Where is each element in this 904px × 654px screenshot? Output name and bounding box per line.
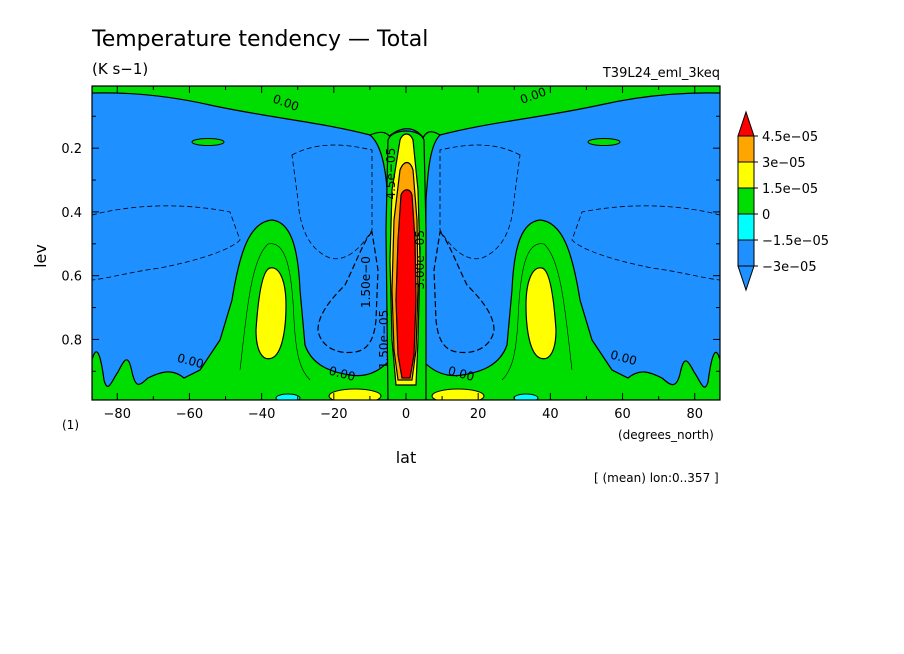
contour-label: 0.00 (176, 351, 205, 371)
subtropical-minimum-south (317, 230, 379, 354)
colorbar-label: −3e−05 (762, 260, 817, 275)
equatorial-maximum (395, 189, 417, 379)
footnote: [ (mean) lon:0..357 ] (594, 471, 719, 485)
x-tick-label: 40 (542, 407, 559, 422)
contour-label: 3.00e−05 (413, 230, 427, 289)
x-tick-label: −20 (320, 407, 347, 422)
x-axis-units: (degrees_north) (618, 428, 714, 442)
top-band-region (92, 86, 720, 141)
y-tick-label: 0.4 (61, 206, 82, 221)
contour-label: 4.5e−05 (384, 148, 398, 200)
y-tick-label: 0.2 (61, 142, 82, 157)
colorbar: 4.5e−05 3e−05 1.5e−05 0 −1.5e−05 −3e−05 (737, 110, 829, 292)
colorbar-box (737, 135, 755, 163)
colorbar-box (737, 213, 755, 241)
x-tick-label: 80 (686, 407, 703, 422)
colorbar-box (737, 187, 755, 215)
colorbar-box (737, 239, 755, 267)
x-axis: −80 −60 −40 −20 0 20 40 60 80 (104, 86, 703, 422)
colorbar-label: 4.5e−05 (762, 130, 818, 145)
dashed-contour-north (571, 205, 720, 281)
contour-field (92, 86, 720, 400)
x-tick-label: 60 (614, 407, 631, 422)
colorbar-label: 0 (762, 208, 770, 223)
dashed-contour-south (92, 205, 241, 281)
contour-label: 0.00 (446, 364, 475, 384)
colorbar-label: 3e−05 (762, 156, 806, 171)
midlat-yellow-north (525, 267, 557, 360)
chart-title: Temperature tendency — Total (91, 27, 428, 52)
contour-label: 0.00 (327, 364, 356, 384)
surface-blue-north (513, 393, 539, 400)
surface-yellow-south (328, 388, 382, 400)
thin-contour-north (501, 243, 573, 381)
x-tick-label: 0 (402, 407, 410, 422)
midlat-yellow-south (255, 267, 287, 360)
contour-labels: 0.00 0.00 0.00 0.00 1.50e−0 3.00e−05 4.5e−05 1.… (176, 148, 639, 384)
y-axis-units: (1) (62, 418, 79, 432)
contour-label: 1.50e−05 (377, 310, 391, 369)
colorbar-label: 1.5e−05 (762, 182, 818, 197)
colorbar-box (737, 161, 755, 189)
x-axis-title: lat (396, 448, 417, 467)
colorbar-top-triangle (737, 110, 755, 137)
y-axis-title: lev (31, 244, 50, 268)
thin-contour-south (239, 243, 311, 381)
x-tick-label: −40 (248, 407, 275, 422)
surface-yellow-north (431, 388, 485, 400)
contour-label: 0.00 (609, 348, 638, 368)
x-tick-label: 20 (470, 407, 487, 422)
chart-units: (K s−1) (92, 60, 148, 78)
midlat-lobe-south (92, 219, 391, 400)
dashed-contour-north-inner (439, 144, 521, 260)
contour-label: 1.50e−0 (359, 256, 373, 308)
y-tick-label: 0.8 (61, 333, 82, 348)
y-tick-label: 0.6 (61, 270, 82, 285)
y-axis: 0.2 0.4 0.6 0.8 (61, 115, 720, 372)
blip-west (191, 138, 225, 146)
dashed-contour-south-inner (291, 144, 373, 260)
subtropical-minimum-north (433, 230, 495, 354)
surface-blue-south (275, 393, 301, 400)
x-tick-label: −80 (104, 407, 131, 422)
experiment-label: T39L24_eml_3keq (602, 66, 720, 81)
colorbar-bottom-triangle (737, 265, 755, 292)
blip-east (587, 138, 621, 146)
midlat-lobe-north (421, 219, 720, 400)
x-tick-label: −60 (176, 407, 203, 422)
colorbar-label: −1.5e−05 (762, 234, 829, 249)
